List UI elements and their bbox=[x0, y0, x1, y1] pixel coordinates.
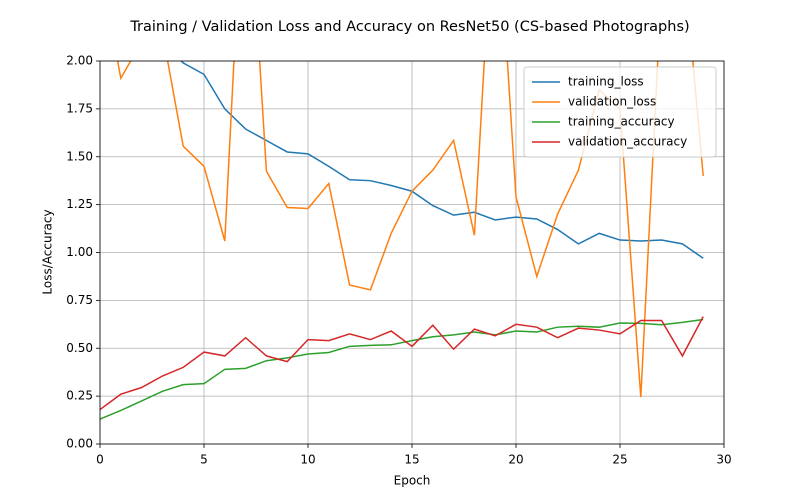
x-tick-label: 5 bbox=[200, 453, 208, 467]
chart-title: Training / Validation Loss and Accuracy … bbox=[129, 19, 689, 35]
y-tick-label: 0.50 bbox=[66, 341, 93, 355]
y-tick-label: 0.00 bbox=[66, 437, 93, 451]
y-axis-label: Loss/Accuracy bbox=[41, 209, 55, 294]
plot-frame bbox=[99, 60, 725, 445]
legend-label: training_accuracy bbox=[568, 115, 675, 129]
legend-label: training_loss bbox=[568, 75, 644, 89]
line-series bbox=[100, 316, 704, 411]
y-tick-label: 2.00 bbox=[66, 54, 93, 68]
line-series bbox=[100, 318, 704, 420]
y-tick-label: 1.00 bbox=[66, 245, 93, 259]
y-tick-label: 1.25 bbox=[66, 197, 93, 211]
y-tick-label: 0.75 bbox=[66, 293, 93, 307]
x-tick-label: 0 bbox=[96, 453, 104, 467]
x-axis-label: Epoch bbox=[394, 474, 431, 488]
plot-area bbox=[100, 61, 704, 420]
legend-label: validation_loss bbox=[568, 95, 656, 109]
y-tick-label: 0.25 bbox=[66, 389, 93, 403]
x-tick-label: 20 bbox=[508, 453, 523, 467]
y-tick-label: 1.50 bbox=[66, 149, 93, 163]
line-series bbox=[116, 61, 704, 398]
line-series bbox=[180, 61, 704, 259]
x-tick-label: 15 bbox=[404, 453, 419, 467]
x-tick-label: 30 bbox=[716, 453, 731, 467]
x-tick-label: 25 bbox=[612, 453, 627, 467]
x-tick-label: 10 bbox=[300, 453, 315, 467]
legend-label: validation_accuracy bbox=[568, 135, 687, 149]
legend-box bbox=[523, 66, 717, 158]
y-tick-label: 1.75 bbox=[66, 101, 93, 115]
